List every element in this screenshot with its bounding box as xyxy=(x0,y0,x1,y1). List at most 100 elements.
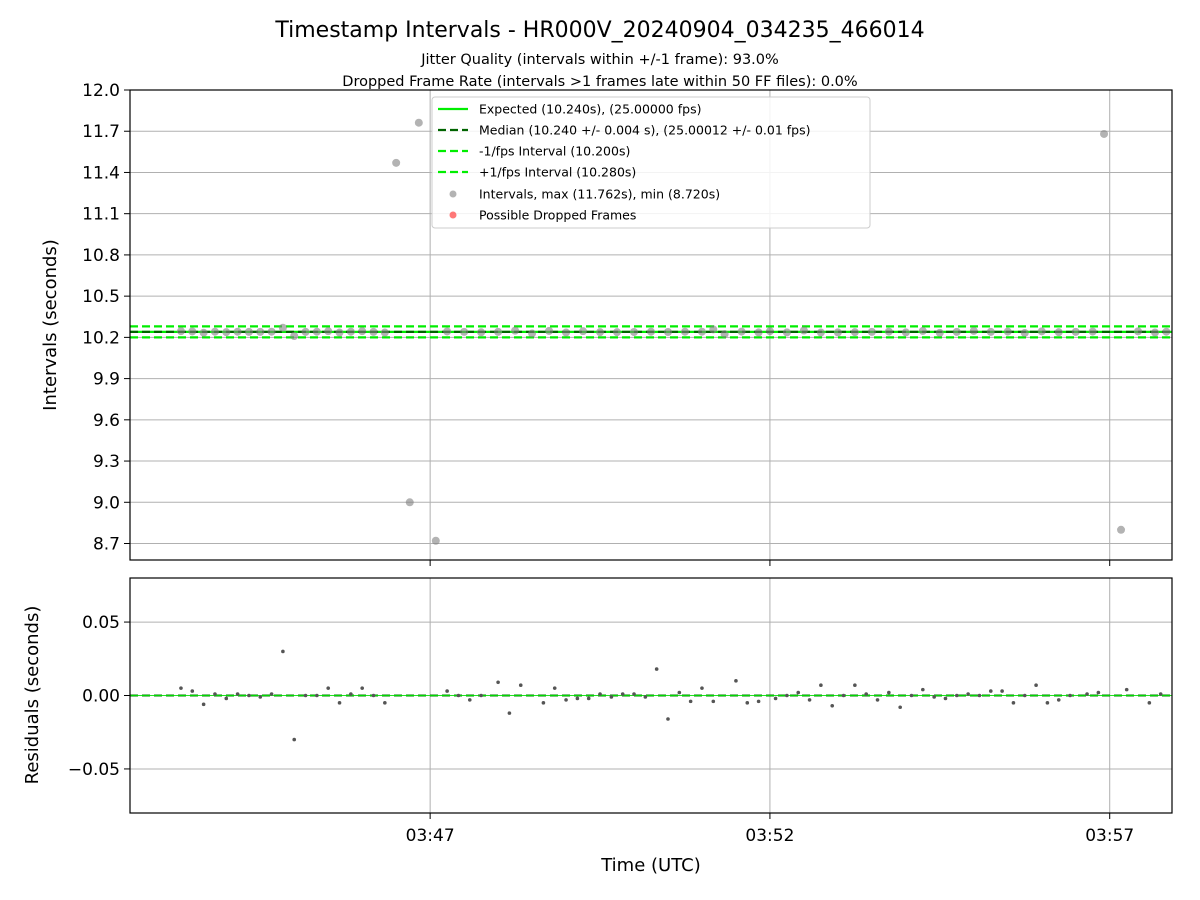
residual-point xyxy=(654,667,659,671)
residual-point xyxy=(360,686,364,690)
residual-point xyxy=(1124,687,1129,692)
interval-point xyxy=(290,331,299,340)
intervals-axes-frame xyxy=(129,89,1173,561)
interval-point xyxy=(1071,327,1080,336)
interval-point xyxy=(1037,327,1046,336)
residual-point xyxy=(830,703,835,708)
interval-point xyxy=(477,328,486,337)
residual-point xyxy=(796,690,801,695)
interval-point xyxy=(392,158,401,167)
residual-point xyxy=(467,698,472,702)
intervals-y-tick-label: 12.0 xyxy=(82,81,120,101)
interval-point xyxy=(799,326,808,335)
interval-point xyxy=(647,327,655,336)
residual-point xyxy=(977,693,982,698)
residual-point xyxy=(445,689,449,693)
interval-point xyxy=(986,327,995,336)
interval-point xyxy=(528,329,537,338)
interval-point xyxy=(1054,328,1063,337)
residual-point xyxy=(598,692,602,696)
x-axis-label: Time (UTC) xyxy=(600,855,701,876)
legend: Expected (10.240s), (25.00000 fps) Media… xyxy=(431,96,871,229)
residual-point xyxy=(337,701,342,705)
intervals-y-tick-label: 9.6 xyxy=(93,411,120,431)
residual-point xyxy=(564,698,568,702)
residual-point xyxy=(349,692,353,696)
residual-point xyxy=(1011,701,1016,705)
interval-point xyxy=(1151,328,1160,337)
residual-point xyxy=(609,695,614,699)
intervals-y-tick-label: 9.0 xyxy=(93,493,120,513)
interval-point xyxy=(833,328,842,337)
residual-point xyxy=(383,701,387,705)
residual-point xyxy=(898,705,902,710)
interval-point xyxy=(782,328,791,337)
residual-point xyxy=(224,696,229,701)
residuals-y-tick-label: 0.05 xyxy=(82,613,120,633)
residual-point xyxy=(688,699,693,704)
interval-point xyxy=(737,327,746,336)
residual-point xyxy=(1022,693,1027,698)
residual-point xyxy=(632,692,636,696)
residuals-y-tick-label: −0.05 xyxy=(68,760,120,780)
legend-median-label: Median (10.240 +/- 0.004 s), (25.00012 +… xyxy=(479,123,810,138)
intervals-y-tick-label: 10.8 xyxy=(82,246,120,266)
intervals-y-tick-label: 8.7 xyxy=(93,535,120,555)
residuals-y-ticks: −0.05 0.00 0.05 xyxy=(68,613,130,780)
residual-point xyxy=(326,686,331,690)
residual-point xyxy=(269,692,274,696)
interval-point xyxy=(188,327,197,336)
residual-point xyxy=(1000,689,1004,693)
residual-point xyxy=(1045,701,1050,705)
intervals-y-ticks: 8.7 9.0 9.3 9.6 9.9 10.2 10.5 10.8 11.1 11.4 11.7 1… xyxy=(82,81,130,555)
interval-point xyxy=(884,327,893,336)
residual-point xyxy=(496,680,500,685)
interval-point xyxy=(335,328,344,337)
interval-point xyxy=(222,328,231,337)
residual-point xyxy=(371,693,376,698)
interval-point xyxy=(267,327,276,336)
interval-point xyxy=(380,328,389,337)
residual-point xyxy=(666,717,670,721)
legend-plus-fps-label: +1/fps Interval (10.280s) xyxy=(479,165,636,180)
residual-point xyxy=(1085,692,1089,696)
chart-subtitle-jitter: Jitter Quality (intervals within +/-1 fr… xyxy=(420,52,779,68)
intervals-y-tick-label: 10.2 xyxy=(82,328,120,348)
interval-point xyxy=(918,326,927,335)
interval-point xyxy=(431,536,440,545)
interval-point xyxy=(1117,525,1126,534)
residuals-points xyxy=(179,649,1163,742)
residual-point xyxy=(943,696,948,701)
interval-point xyxy=(754,328,763,337)
intervals-points xyxy=(176,118,1171,545)
intervals-y-tick-label: 9.3 xyxy=(93,452,120,472)
residual-point xyxy=(643,695,648,699)
interval-point xyxy=(952,327,961,336)
interval-point xyxy=(301,327,310,336)
interval-point xyxy=(596,328,605,337)
residual-point xyxy=(281,649,285,654)
residual-point xyxy=(1056,698,1061,702)
interval-point xyxy=(1088,327,1097,336)
residuals-panel: −0.05 0.00 0.05 03:47 03:52 03:57 Residuals … xyxy=(22,577,1173,876)
interval-point xyxy=(346,327,355,336)
residual-point xyxy=(620,692,625,696)
residuals-x-ticks: 03:47 03:52 03:57 xyxy=(406,813,1134,846)
residual-point xyxy=(541,701,546,705)
legend-intervals-label: Intervals, max (11.762s), min (8.720s) xyxy=(479,187,720,202)
legend-expected-label: Expected (10.240s), (25.00000 fps) xyxy=(479,102,701,117)
x-tick-label: 03:52 xyxy=(745,826,794,846)
chart-title: Timestamp Intervals - HR000V_20240904_03… xyxy=(274,18,924,43)
intervals-y-tick-label: 9.9 xyxy=(93,370,120,390)
residual-point xyxy=(1147,701,1152,705)
interval-point xyxy=(494,327,503,336)
residual-point xyxy=(853,683,857,688)
x-tick-label: 03:57 xyxy=(1085,826,1134,846)
residual-point xyxy=(1068,693,1072,698)
residual-point xyxy=(700,686,704,690)
residual-point xyxy=(711,699,716,704)
x-tick-label: 03:47 xyxy=(406,826,455,846)
interval-point xyxy=(630,328,639,337)
residual-point xyxy=(756,699,761,704)
interval-point xyxy=(1134,327,1143,336)
